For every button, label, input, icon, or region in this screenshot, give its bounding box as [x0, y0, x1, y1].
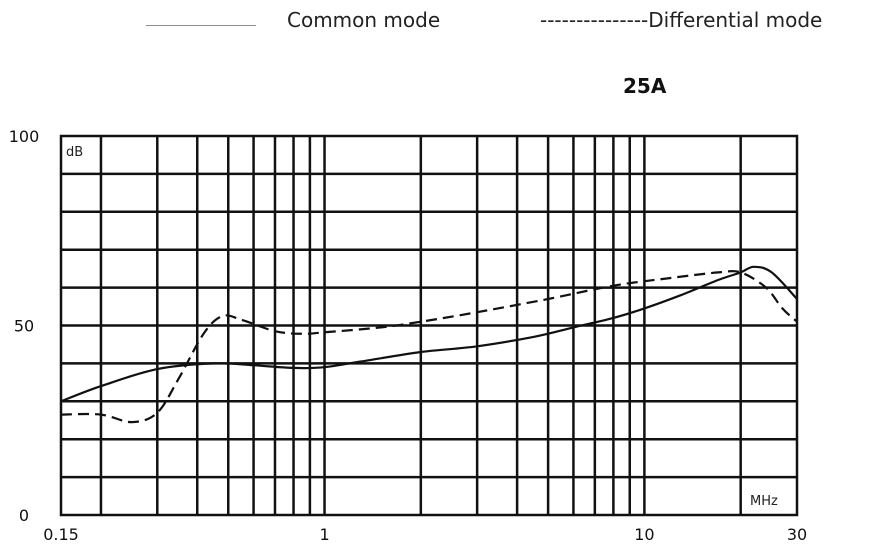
legend-common-mode-line [146, 25, 256, 26]
series-differential-mode-line [60, 269, 798, 424]
grid [61, 136, 797, 515]
y-tick-label: 50 [14, 317, 34, 336]
x-tick-label: 1 [319, 525, 329, 544]
y-tick-label: 0 [19, 506, 29, 525]
chart-title: 25A [623, 74, 667, 98]
legend-differential-mode-label: ---------------Differential mode [540, 8, 823, 32]
x-tick-label: 30 [787, 525, 807, 544]
y-tick-label: 100 [9, 127, 40, 146]
legend-common-mode-label: Common mode [287, 8, 441, 32]
x-tick-label: 10 [634, 525, 654, 544]
y-unit-label: dB [66, 145, 83, 160]
plot-frame [59, 134, 799, 517]
series-common-mode-line [60, 265, 798, 403]
tick-labels: 0.15 1 10 30 0 50 100 dB MHz [9, 127, 807, 544]
y-unit-label-bg [64, 142, 90, 160]
series-layer [60, 265, 798, 424]
x-unit-label: MHz [750, 494, 778, 509]
x-unit-label-bg [747, 489, 792, 509]
x-tick-label: 0.15 [43, 525, 79, 544]
